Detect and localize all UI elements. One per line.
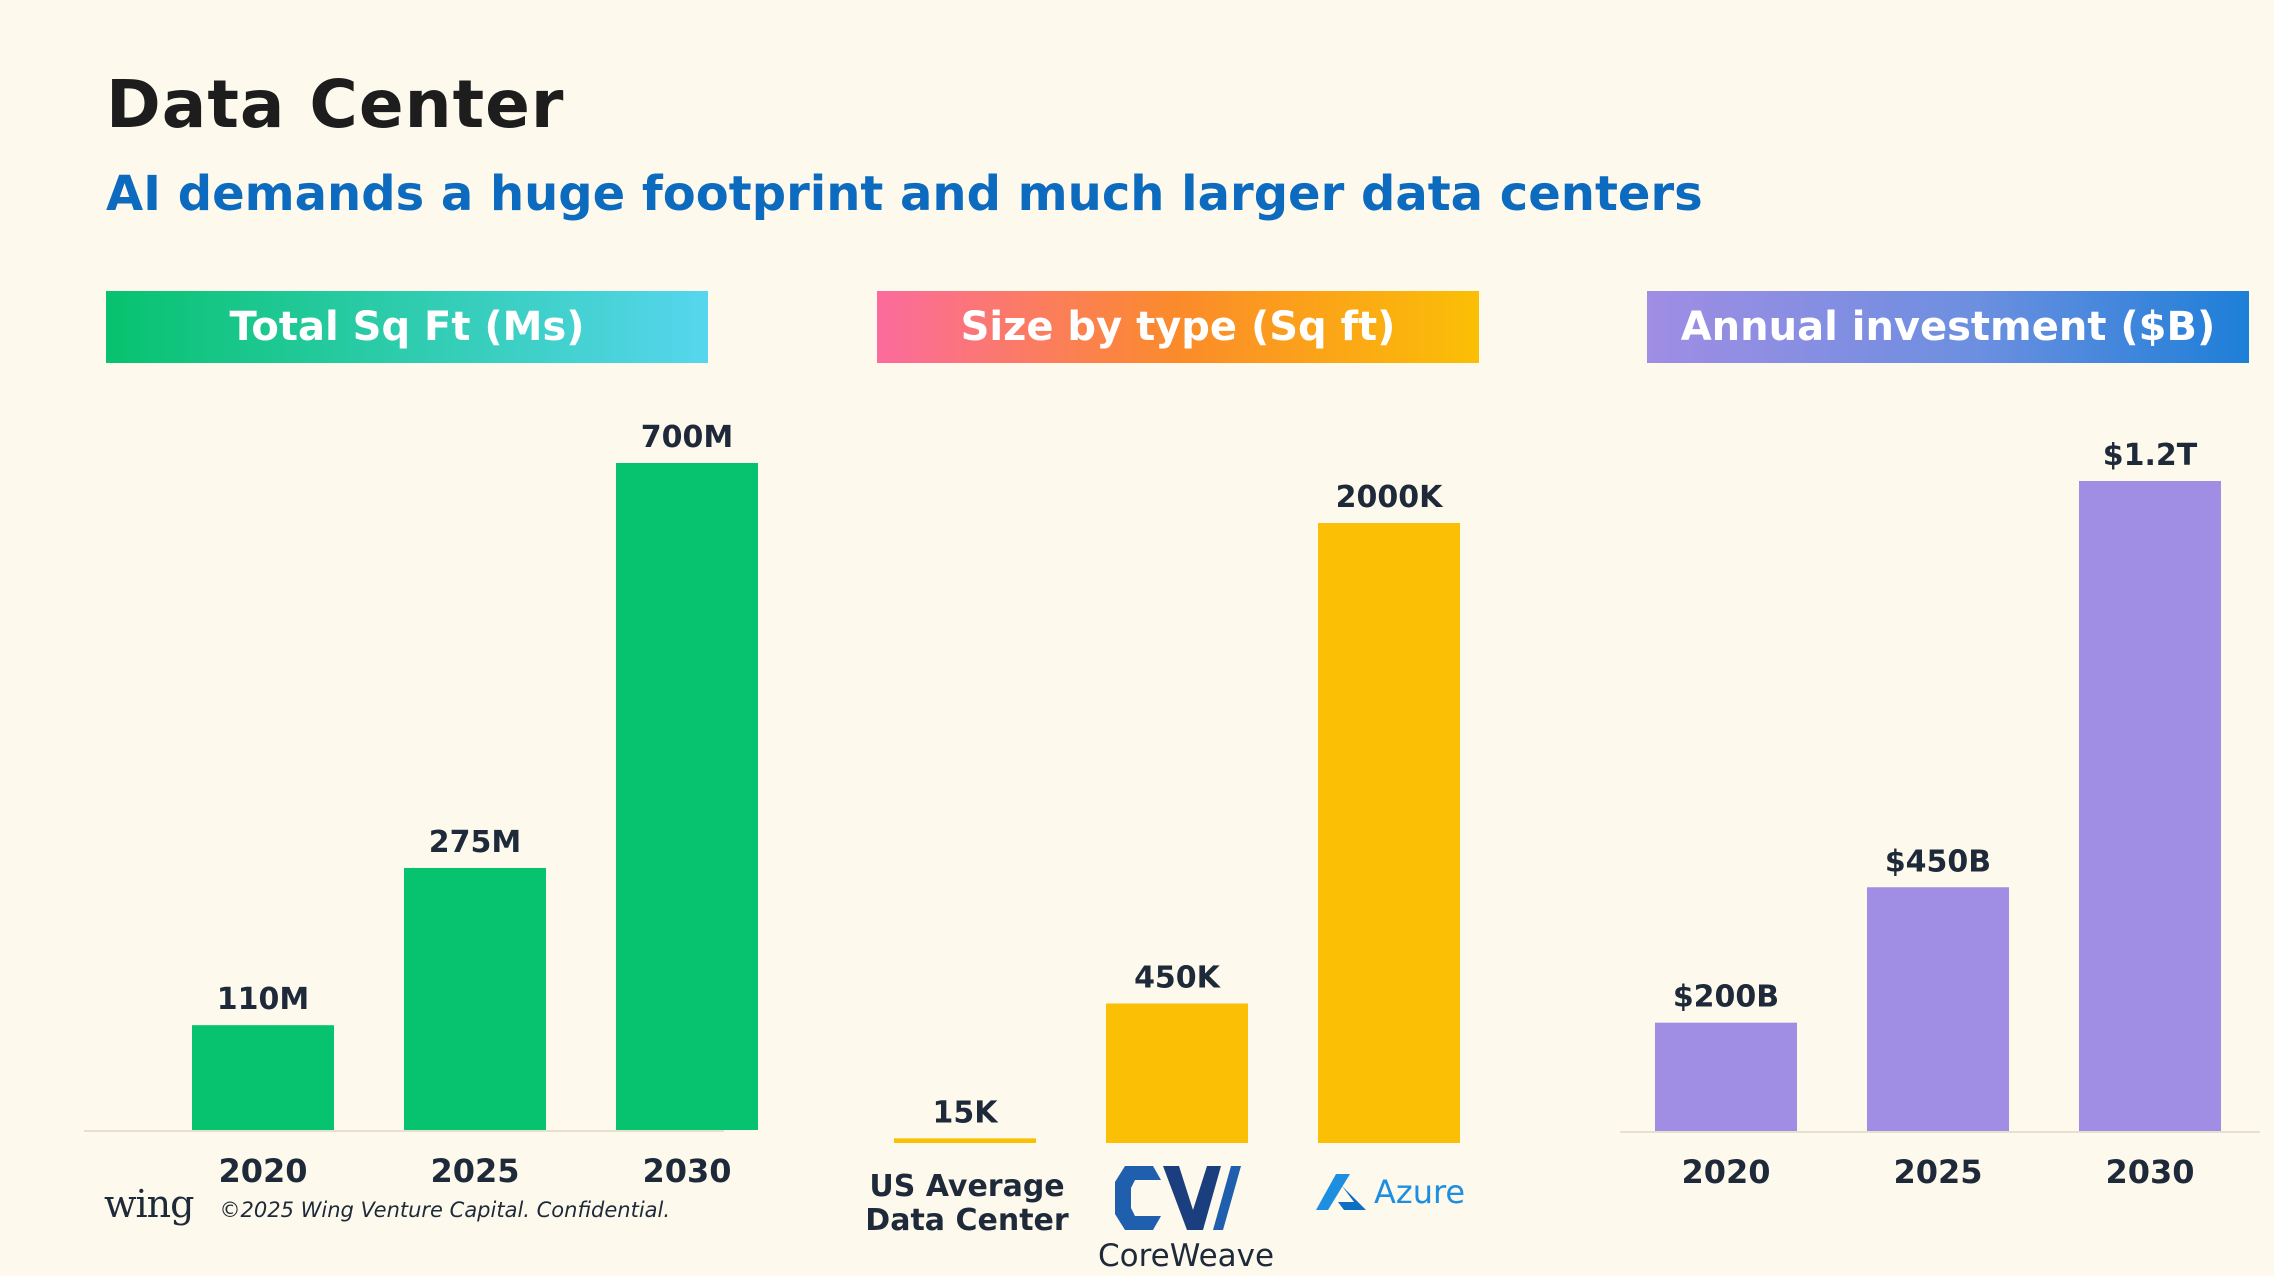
chart-1-tick-label: 2020	[218, 1152, 307, 1190]
total-sqft-chart: 110M 2020 275M 2025 700M 2030	[84, 420, 758, 1190]
slide-subtitle: AI demands a huge footprint and much lar…	[106, 166, 1703, 222]
chart-1-data-label: 700M	[641, 420, 733, 455]
wing-logo: wing	[104, 1182, 194, 1226]
chart-3-bar	[2079, 481, 2221, 1131]
azure-logo: Azure	[1316, 1172, 1465, 1212]
size-by-type-chart: 15K 450K 2000K	[894, 480, 1460, 1143]
coreweave-logo: CoreWeave	[1098, 1162, 1275, 1274]
chart-3-bar	[1867, 887, 2009, 1131]
category-line: US Average	[869, 1169, 1065, 1204]
chart-3-data-label: $450B	[1885, 844, 1991, 879]
chart-3-data-label: $200B	[1673, 980, 1779, 1015]
slide-title: Data Center	[106, 66, 565, 143]
category-line: Data Center	[865, 1203, 1069, 1238]
chart-1-title-banner: Total Sq Ft (Ms)	[106, 291, 708, 363]
chart-3-tick-label: 2020	[1681, 1153, 1770, 1191]
chart-1-tick-label: 2025	[430, 1152, 519, 1190]
azure-mark-icon	[1316, 1174, 1366, 1210]
annual-investment-chart: $200B 2020 $450B 2025 $1.2T 2030	[1620, 438, 2260, 1191]
chart-1-data-label: 275M	[429, 825, 521, 860]
azure-wordmark: Azure	[1374, 1173, 1466, 1211]
chart-3-tick-label: 2030	[2105, 1153, 2194, 1191]
chart-3-tick-label: 2025	[1893, 1153, 1982, 1191]
chart-2-data-label: 2000K	[1336, 480, 1444, 515]
chart-1-bar	[404, 867, 546, 1130]
chart-1-data-label: 110M	[217, 982, 309, 1017]
chart-3-data-label: $1.2T	[2103, 438, 2198, 473]
copyright-notice: ©2025 Wing Venture Capital. Confidential…	[219, 1198, 671, 1222]
coreweave-mark-icon	[1115, 1166, 1241, 1230]
chart-2-bar	[1318, 523, 1460, 1143]
chart-1-bar	[192, 1025, 334, 1130]
coreweave-wordmark: CoreWeave	[1098, 1238, 1275, 1274]
chart-2-title-banner: Size by type (Sq ft)	[877, 291, 1479, 363]
chart-2-category-us-average: US Average Data Center	[862, 1170, 1072, 1238]
chart-3-title-banner: Annual investment ($B)	[1647, 291, 2249, 363]
chart-1-tick-label: 2030	[642, 1152, 731, 1190]
chart-3-title: Annual investment ($B)	[1680, 304, 2216, 350]
chart-2-title: Size by type (Sq ft)	[960, 304, 1396, 350]
chart-3-bar	[1655, 1022, 1797, 1131]
chart-2-data-label: 450K	[1134, 961, 1222, 996]
chart-2-bar	[1106, 1003, 1248, 1143]
chart-2-bar	[894, 1138, 1036, 1143]
chart-1-title: Total Sq Ft (Ms)	[229, 304, 585, 350]
chart-2-data-label: 15K	[933, 1095, 1000, 1130]
chart-1-bar	[616, 463, 758, 1130]
footer: wing ©2025 Wing Venture Capital. Confide…	[104, 1182, 670, 1226]
